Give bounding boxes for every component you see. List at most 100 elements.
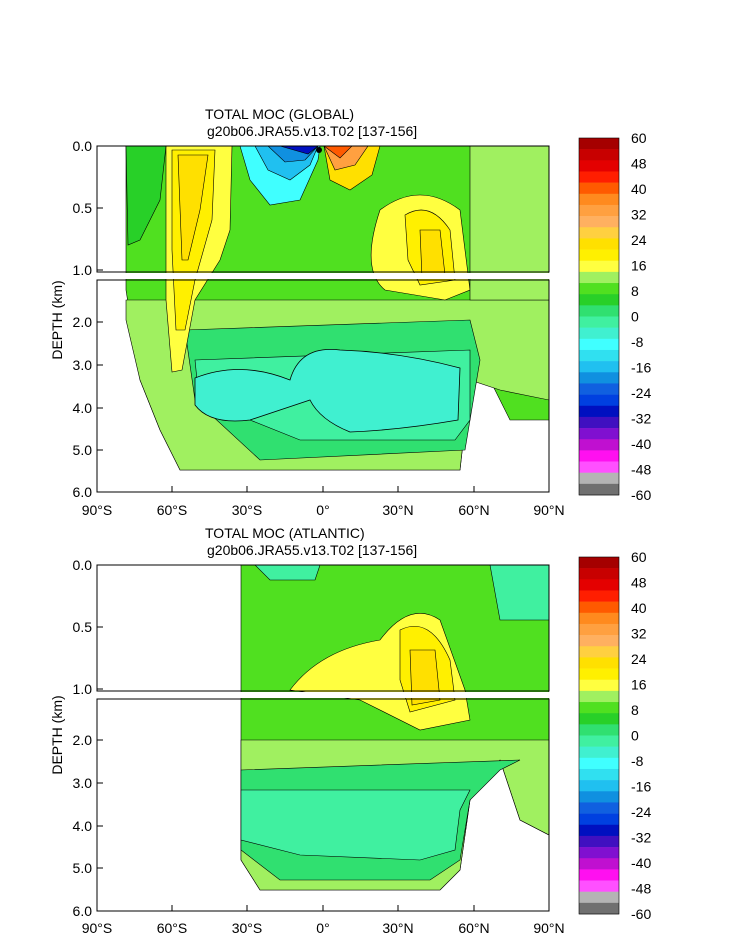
colorbar-label: -60: [631, 906, 651, 922]
colorbar-swatch: [579, 338, 619, 351]
global-ytick: 6.0: [73, 484, 93, 500]
colorbar-swatch: [579, 824, 619, 837]
colorbar-swatch: [579, 327, 619, 340]
colorbar-swatch: [579, 405, 619, 418]
colorbar-swatch: [579, 579, 619, 591]
colorbar-label: -8: [631, 334, 644, 350]
global-ytick: 1.0: [73, 262, 93, 278]
colorbar-label: 48: [631, 156, 647, 172]
colorbar-swatch: [579, 260, 619, 273]
atlantic-ytick: 1.0: [73, 681, 93, 697]
colorbar-swatch: [579, 813, 619, 826]
colorbar-label: -32: [631, 411, 651, 427]
atlantic-ytick: 3.0: [73, 775, 93, 791]
atlantic-colorbar: 60 48 40 32 24 16 8 0 -8 -16 -24 -32 -40 -48 -60: [578, 549, 651, 922]
colorbar-swatch: [579, 450, 619, 462]
atlantic-ytick: 2.0: [73, 732, 93, 748]
colorbar-swatch: [579, 171, 619, 183]
colorbar-swatch: [579, 802, 619, 814]
colorbar-swatch: [579, 472, 619, 485]
global-xtick: 90°N: [533, 502, 564, 518]
colorbar-swatch: [579, 679, 619, 692]
colorbar-label: -8: [631, 753, 644, 769]
colorbar-swatch: [579, 305, 619, 317]
atlantic-ytick: 0.0: [73, 557, 93, 573]
colorbar-label: 24: [631, 232, 647, 248]
global-ytick: 3.0: [73, 357, 93, 373]
colorbar-swatch: [579, 657, 619, 669]
global-ytick: 0.0: [73, 138, 93, 154]
colorbar-swatch: [579, 372, 619, 384]
colorbar-swatch: [579, 383, 619, 395]
colorbar-label: 16: [631, 677, 647, 693]
colorbar-label: -32: [631, 830, 651, 846]
colorbar-swatch: [579, 668, 619, 681]
colorbar-label: -60: [631, 487, 651, 503]
colorbar-swatch: [579, 702, 619, 714]
colorbar-swatch: [579, 249, 619, 262]
colorbar-swatch: [579, 227, 619, 239]
colorbar-swatch: [579, 735, 619, 747]
atlantic-title: TOTAL MOC (ATLANTIC): [205, 525, 365, 541]
colorbar-label: -40: [631, 855, 651, 871]
atlantic-xtick: 90°S: [82, 920, 113, 936]
colorbar-swatch: [579, 361, 619, 373]
colorbar-swatch: [579, 238, 619, 250]
atlantic-ytick: 6.0: [73, 903, 93, 919]
colorbar-swatch: [579, 902, 619, 915]
colorbar-swatch: [579, 416, 619, 429]
colorbar-swatch: [579, 294, 619, 306]
colorbar-label: 40: [631, 600, 647, 616]
global-ytick: 2.0: [73, 314, 93, 330]
colorbar-label: 0: [631, 728, 639, 744]
atlantic-xtick: 60°S: [157, 920, 188, 936]
global-xtick: 60°N: [458, 502, 489, 518]
colorbar-swatch: [579, 483, 619, 496]
atlantic-ytick: 4.0: [73, 818, 93, 834]
atlantic-subtitle: g20b06.JRA55.v13.T02 [137-156]: [207, 542, 417, 558]
global-xtick: 0°: [316, 502, 329, 518]
colorbar-swatch: [579, 590, 619, 602]
colorbar-label: 8: [631, 283, 639, 299]
colorbar-swatch: [579, 193, 619, 206]
colorbar-swatch: [579, 283, 619, 295]
colorbar-swatch: [579, 557, 619, 569]
colorbar-swatch: [579, 880, 619, 892]
colorbar-swatch: [579, 138, 619, 150]
colorbar-swatch: [579, 858, 619, 870]
colorbar-swatch: [579, 623, 619, 636]
atlantic-ytick: 0.5: [73, 619, 93, 635]
global-ytick: 5.0: [73, 442, 93, 458]
colorbar-swatch: [579, 690, 619, 703]
colorbar-swatch: [579, 835, 619, 848]
global-title: TOTAL MOC (GLOBAL): [205, 106, 354, 122]
colorbar-swatch: [579, 428, 619, 440]
atlantic-contour-field: [240, 565, 549, 891]
global-subtitle: g20b06.JRA55.v13.T02 [137-156]: [207, 123, 417, 139]
global-colorbar: 60 48 40 32 24 16 8 0 -8 -16 -24 -32 -40 -48 -60: [578, 130, 651, 503]
colorbar-swatch: [579, 160, 619, 172]
colorbar-label: 16: [631, 258, 647, 274]
atlantic-xtick: 60°N: [458, 920, 489, 936]
colorbar-label: 32: [631, 626, 647, 642]
colorbar-swatch: [579, 204, 619, 217]
colorbar-swatch: [579, 149, 619, 161]
colorbar-label: -48: [631, 881, 651, 897]
colorbar-label: -24: [631, 385, 651, 401]
colorbar-swatch: [579, 271, 619, 284]
global-xtick: 60°S: [157, 502, 188, 518]
colorbar-swatch: [579, 216, 619, 228]
colorbar-swatch: [579, 791, 619, 803]
colorbar-swatch: [579, 724, 619, 736]
colorbar-swatch: [579, 646, 619, 658]
atlantic-xtick: 30°N: [382, 920, 413, 936]
global-ytick: 0.5: [73, 200, 93, 216]
colorbar-swatch: [579, 394, 619, 407]
colorbar-label: 0: [631, 309, 639, 325]
colorbar-label: 48: [631, 575, 647, 591]
colorbar-swatch: [579, 182, 619, 195]
global-panel: TOTAL MOC (GLOBAL) g20b06.JRA55.v13.T02 …: [49, 106, 651, 518]
atlantic-ylabel: DEPTH (km): [49, 695, 65, 774]
colorbar-label: 32: [631, 207, 647, 223]
